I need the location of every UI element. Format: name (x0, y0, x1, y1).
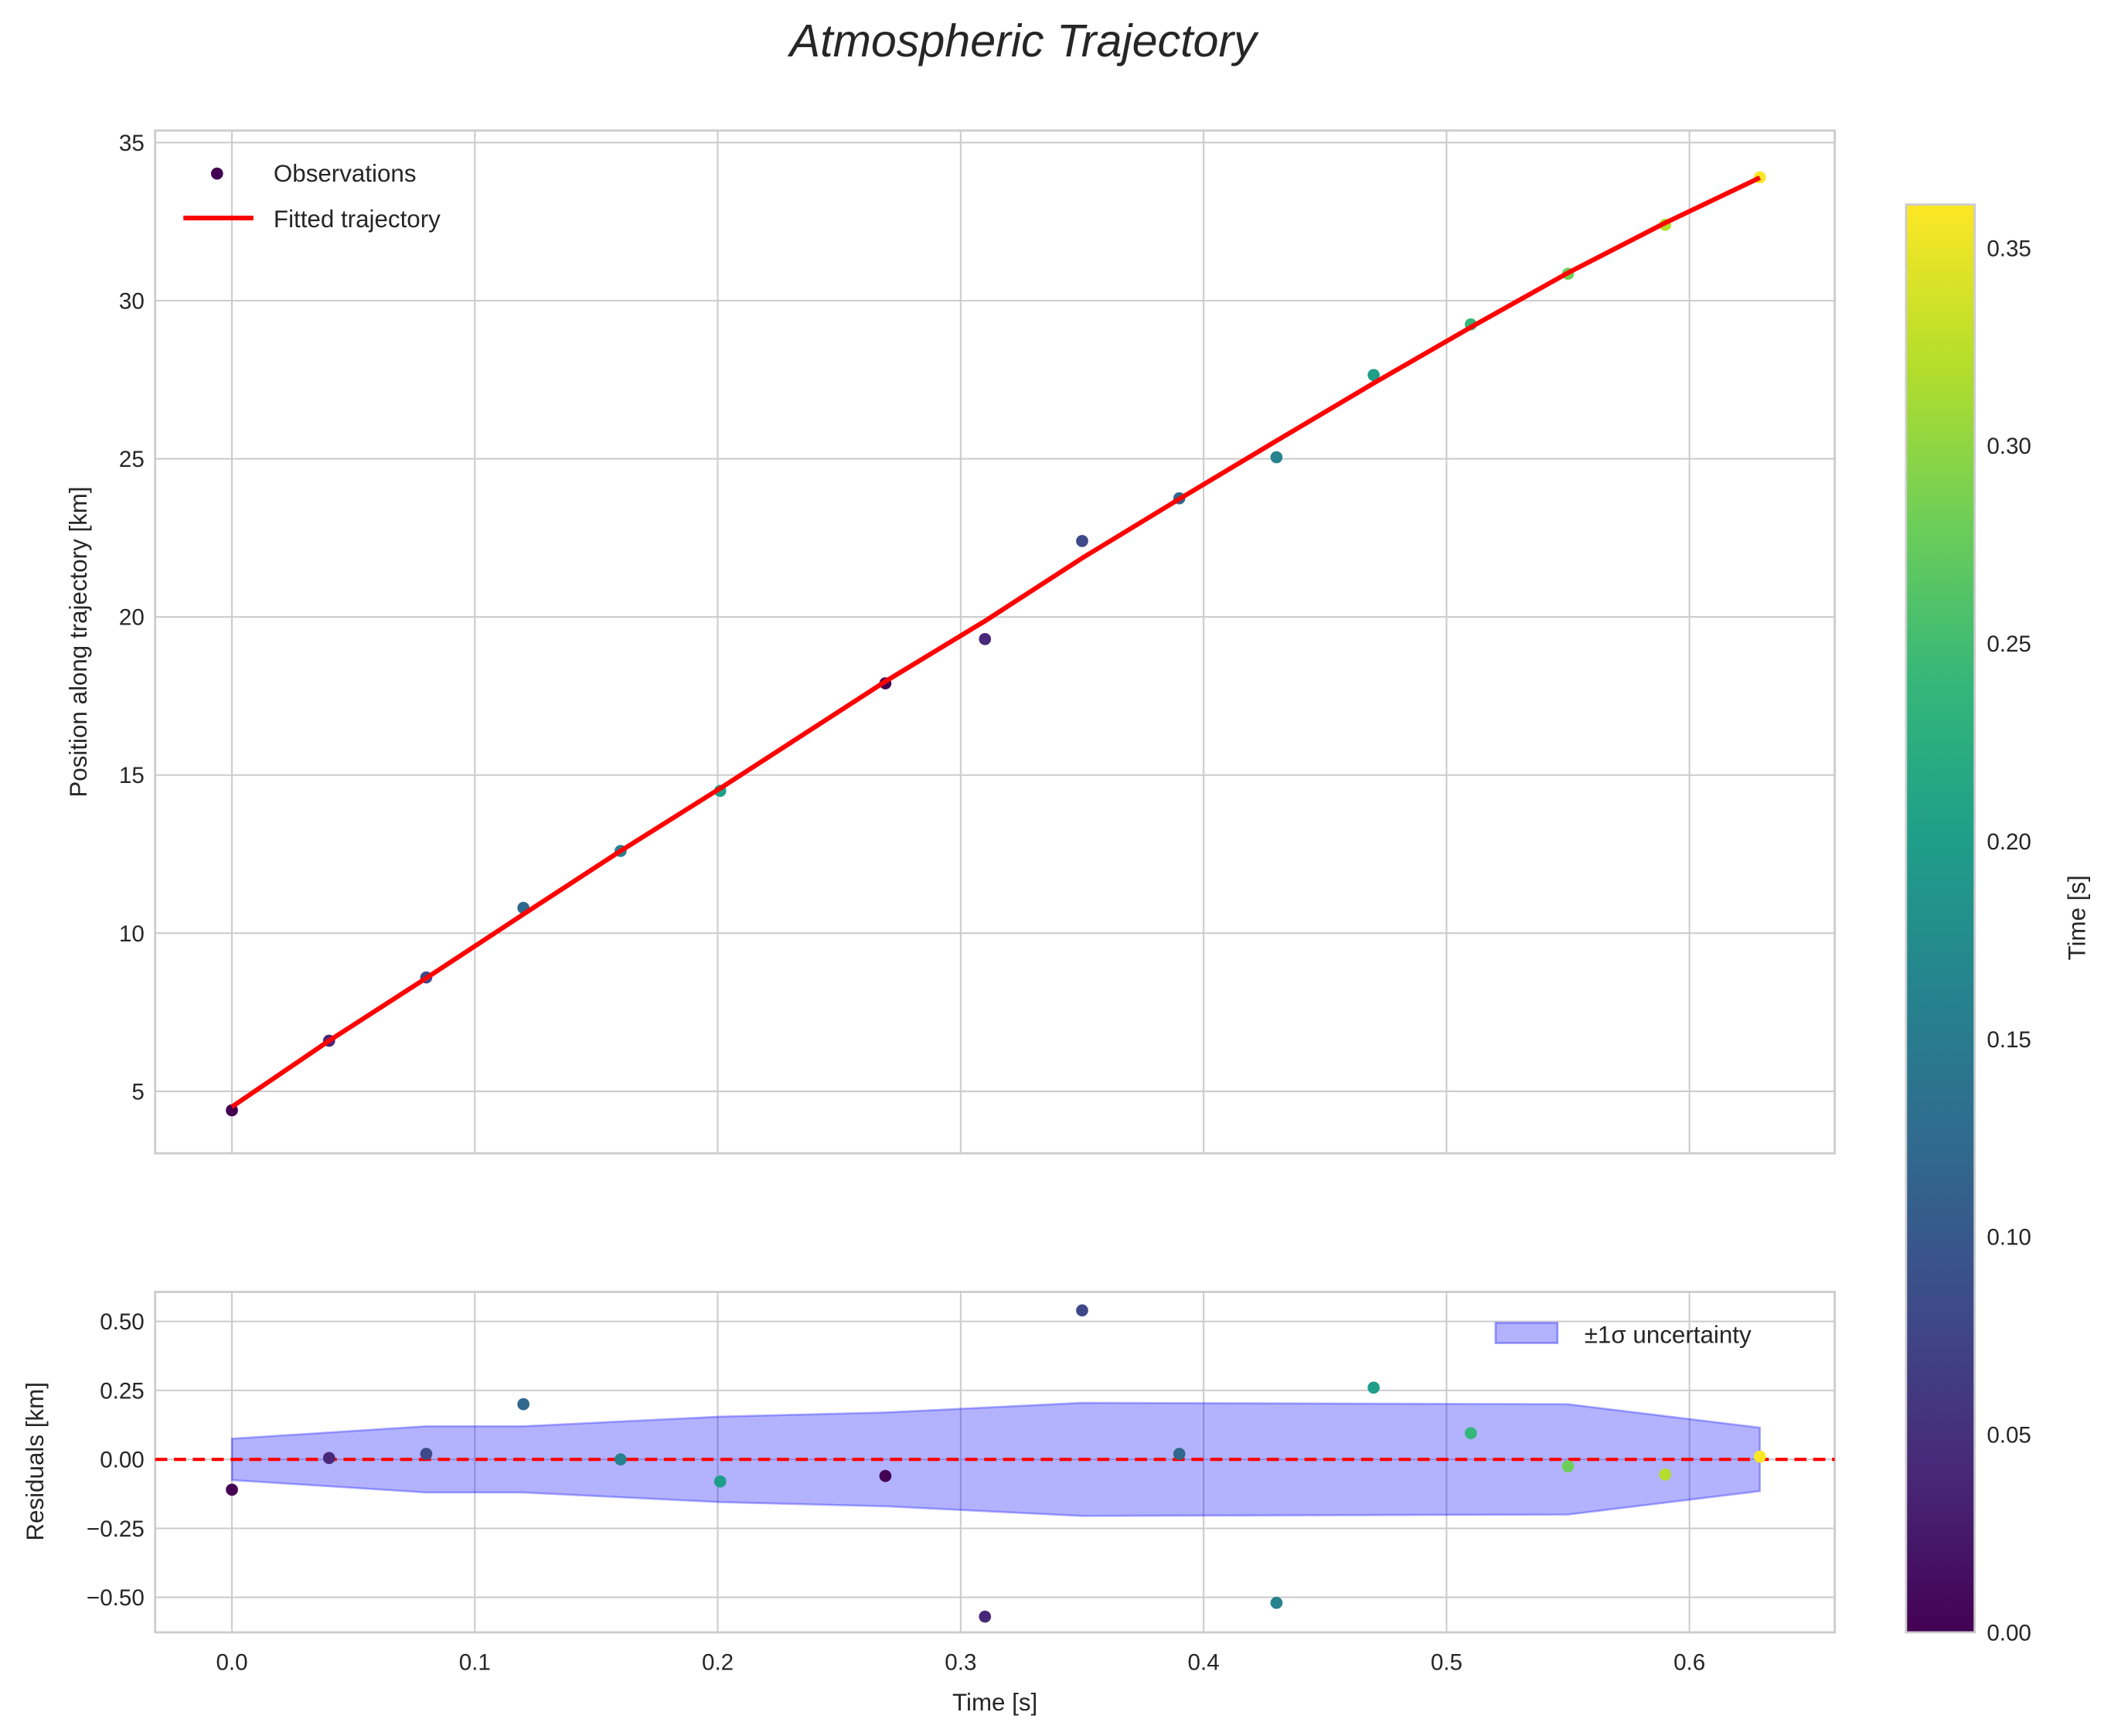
y-tick-label: 0.25 (100, 1378, 145, 1404)
residual-point (1270, 1596, 1283, 1609)
residual-point (713, 1475, 727, 1488)
observation-point (1270, 451, 1283, 464)
residual-point (615, 1453, 627, 1465)
x-tick-label: 0.5 (1431, 1650, 1462, 1676)
x-tick-label: 0.4 (1188, 1650, 1220, 1676)
residual-point (1659, 1468, 1672, 1481)
x-tick-label: 0.1 (459, 1650, 491, 1676)
legend-uncertainty-label: ±1σ uncertainty (1585, 1322, 1752, 1349)
y-tick-label: 10 (119, 921, 145, 947)
y-tick-label: 15 (119, 763, 145, 788)
observation-point (1367, 369, 1380, 382)
legend-observations-label: Observations (274, 160, 417, 187)
y-tick-label: 5 (131, 1079, 144, 1105)
y-axis-label-position: Position along trajectory [km] (65, 486, 92, 797)
colorbar-tick-label: 0.25 (1987, 631, 2031, 657)
x-tick-label: 0.0 (216, 1650, 247, 1676)
y-tick-label: 25 (119, 447, 145, 472)
residual-point (1173, 1448, 1186, 1460)
legend-observations-marker (210, 167, 223, 180)
colorbar-label: Time [s] (2063, 875, 2090, 960)
residual-point (1076, 1304, 1088, 1317)
observation-point (979, 632, 992, 645)
colorbar-tick-label: 0.05 (1987, 1423, 2031, 1448)
y-axis-label-residuals: Residuals [km] (22, 1382, 49, 1540)
residual-point (517, 1397, 529, 1411)
axes-frame (154, 1291, 1836, 1634)
axes-frame (154, 129, 1836, 1155)
y-tick-label: 20 (119, 605, 145, 631)
x-tick-label: 0.6 (1673, 1650, 1705, 1676)
residual-point (1464, 1427, 1477, 1440)
residual-point (226, 1483, 238, 1496)
residual-point (322, 1452, 335, 1465)
x-tick-label: 0.2 (702, 1650, 734, 1676)
y-tick-label: 30 (119, 288, 145, 314)
colorbar-tick-label: 0.30 (1987, 434, 2031, 459)
position-axes: 5 10 15 20 25 30 35 (119, 129, 1836, 1155)
residual-point (420, 1448, 433, 1460)
colorbar-tick-label: 0.35 (1987, 236, 2031, 261)
legend-uncertainty-swatch (1494, 1322, 1559, 1344)
y-tick-label: 35 (119, 131, 145, 156)
observation-point (1076, 535, 1088, 547)
x-axis-label: Time [s] (952, 1689, 1037, 1716)
y-tick-label: 0.00 (100, 1448, 145, 1473)
y-tick-label: −0.50 (87, 1585, 145, 1611)
fitted-trajectory-line (230, 175, 1762, 1109)
residual-point (1561, 1460, 1575, 1472)
legend-top: Observations Fitted trajectory (183, 160, 441, 233)
colorbar-tick-label: 0.10 (1987, 1225, 2031, 1251)
colorbar-tick-label: 0.20 (1987, 829, 2031, 855)
colorbar: 0.00 0.05 0.10 0.15 0.20 0.25 0.30 0.35 (1905, 203, 2031, 1646)
residuals-axes: 0.0 0.1 0.2 0.3 0.4 0.5 0.6 0.50 0.25 0.00 −0.25 −0… (87, 1291, 1836, 1676)
legend-bottom: ±1σ uncertainty (1494, 1322, 1752, 1349)
x-tick-label: 0.3 (945, 1650, 976, 1676)
colorbar-gradient (1905, 203, 1977, 1634)
colorbar-tick-label: 0.00 (1987, 1620, 2031, 1646)
colorbar-tick-label: 0.15 (1987, 1027, 2031, 1053)
chart-title: Atmospheric Trajectory (788, 15, 1260, 66)
residual-point (879, 1469, 892, 1482)
residual-point (1367, 1381, 1380, 1394)
residual-point (1753, 1450, 1766, 1463)
residual-point (979, 1610, 992, 1623)
y-tick-label: 0.50 (100, 1309, 145, 1335)
legend-fitted-label: Fitted trajectory (274, 206, 441, 233)
y-tick-label: −0.25 (87, 1516, 145, 1542)
